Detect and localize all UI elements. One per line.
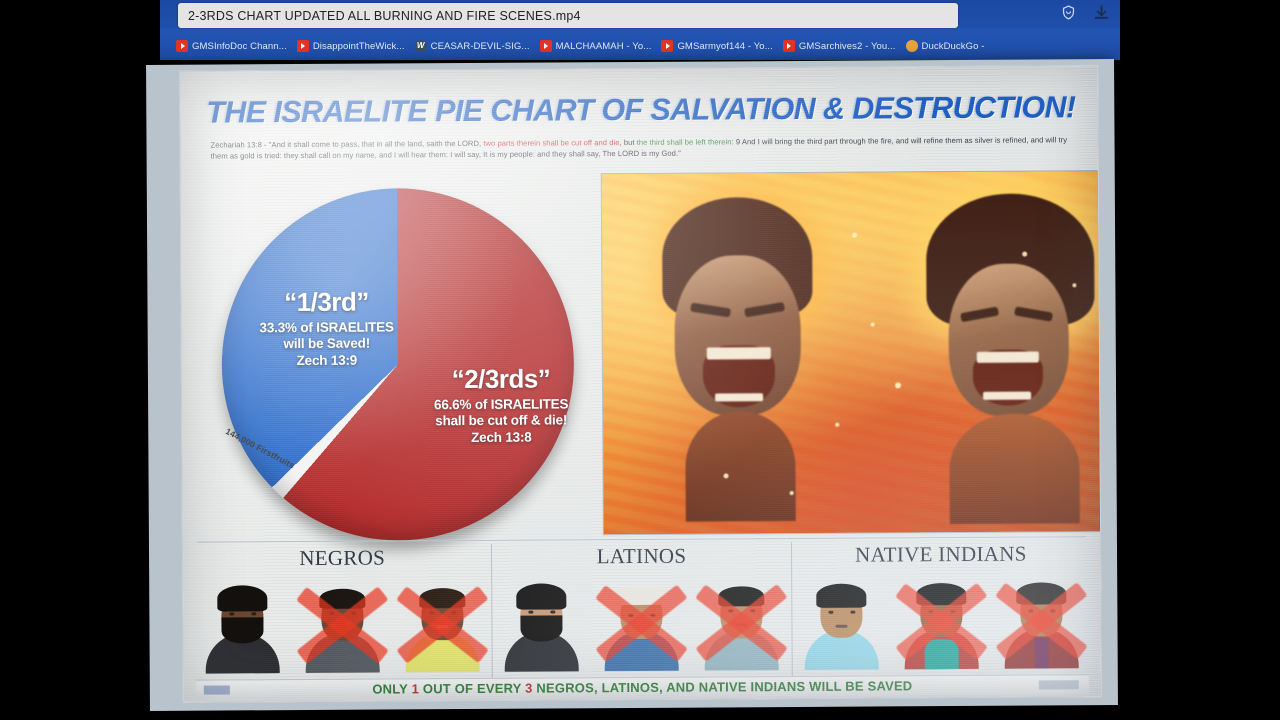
footer-seg-1: ONLY xyxy=(372,681,412,697)
scripture-part-1: Zechariah 13:8 - "And it shall come to p… xyxy=(210,138,484,150)
bookmark-label: GMSInfoDoc Chann... xyxy=(192,40,287,52)
fire-photo xyxy=(600,169,1102,536)
footer-text: ONLY 1 OUT OF EVERY 3 NEGROS, LATINOS, A… xyxy=(372,678,912,696)
figure-right xyxy=(902,193,1102,525)
group-title: NEGROS xyxy=(299,545,386,571)
avatar-cut-off xyxy=(695,574,789,671)
scripture-green-1: the third shall be left therein xyxy=(636,137,732,147)
footer-seg-2: OUT OF EVERY xyxy=(418,680,526,697)
pie-chart: “1/3rd” 33.3% of ISRAELITES will be Save… xyxy=(203,177,600,542)
avatar-cut-off xyxy=(994,572,1088,669)
group-negros: NEGROS xyxy=(193,544,492,688)
address-bar[interactable]: 2-3RDS CHART UPDATED ALL BURNING AND FIR… xyxy=(178,3,958,28)
bookmark-item[interactable]: DisappointTheWick... xyxy=(296,40,405,52)
bookmark-label: MALCHAAMAH - Yo... xyxy=(555,40,652,52)
figure-left xyxy=(632,193,864,524)
slice-line1-destroyed: 66.6% of ISRAELITES xyxy=(433,396,569,413)
bookmark-label: CEASAR-DEVIL-SIG... xyxy=(430,40,530,52)
avatar-cut-off xyxy=(894,573,988,670)
bookmark-item[interactable]: W CEASAR-DEVIL-SIG... xyxy=(414,40,530,52)
footer-right-marker xyxy=(1038,680,1079,690)
shield-icon[interactable] xyxy=(1060,4,1077,21)
group-title: LATINOS xyxy=(596,543,687,569)
group-title: NATIVE INDIANS xyxy=(854,541,1027,567)
avatar-cut-off xyxy=(595,575,689,672)
avatar-cut-off xyxy=(296,577,389,674)
bookmark-label: GMSarchives2 - You... xyxy=(798,40,896,52)
bookmark-label: DisappointTheWick... xyxy=(312,40,405,52)
youtube-icon xyxy=(661,40,674,52)
pie-slice-label-destroyed: “2/3rds” 66.6% of ISRAELITES shall be cu… xyxy=(402,363,600,447)
groups-panel: NEGROS xyxy=(183,536,1101,702)
address-bar-text: 2-3RDS CHART UPDATED ALL BURNING AND FIR… xyxy=(188,8,581,23)
slice-line1-saved: 33.3% of ISRAELITES xyxy=(259,319,394,336)
avatar-saved xyxy=(199,577,286,674)
bookmark-item[interactable]: GMSarmyof144 - Yo... xyxy=(661,40,773,52)
bookmark-item[interactable]: GMSInfoDoc Chann... xyxy=(176,40,287,52)
toolbar-icons xyxy=(1060,4,1110,21)
poster-photo: THE ISRAELITE PIE CHART OF SALVATION & D… xyxy=(146,59,1118,711)
youtube-icon xyxy=(296,40,309,52)
avatar-cut-off xyxy=(396,576,489,673)
footer-number-2: 3 xyxy=(525,680,533,696)
scripture-red-1: two parts therein shall be cut off and d… xyxy=(483,138,620,148)
bookmarks-bar: GMSInfoDoc Chann... DisappointTheWick...… xyxy=(160,32,1120,60)
bookmark-item[interactable]: DuckDuckGo - xyxy=(905,40,985,52)
youtube-icon xyxy=(539,40,552,52)
poster-main-row: “1/3rd” 33.3% of ISRAELITES will be Save… xyxy=(181,166,1102,542)
slice-heading-destroyed: “2/3rds” xyxy=(451,363,551,395)
duckduckgo-icon xyxy=(905,40,918,52)
slice-line2-destroyed: shall be cut off & die! xyxy=(435,412,568,429)
youtube-icon xyxy=(782,40,795,52)
group-list: NEGROS xyxy=(193,540,1091,687)
bookmark-label: GMSarmyof144 - Yo... xyxy=(677,40,773,52)
group-avatars xyxy=(193,576,492,674)
footer-seg-3: NEGROS, LATINOS, AND NATIVE INDIANS WILL… xyxy=(532,678,913,696)
bookmark-label: DuckDuckGo - xyxy=(921,40,985,52)
poster-surface: THE ISRAELITE PIE CHART OF SALVATION & D… xyxy=(179,65,1102,703)
browser-chrome: 2-3RDS CHART UPDATED ALL BURNING AND FIR… xyxy=(160,0,1120,60)
page-title: THE ISRAELITE PIE CHART OF SALVATION & D… xyxy=(206,90,1076,130)
youtube-icon xyxy=(176,40,188,52)
slice-heading-saved: “1/3rd” xyxy=(284,286,369,318)
group-native-indians: NATIVE INDIANS xyxy=(790,540,1091,685)
avatar-saved xyxy=(798,573,885,670)
slice-line3-destroyed: Zech 13:8 xyxy=(471,429,532,445)
bookmark-item[interactable]: GMSarchives2 - You... xyxy=(782,40,896,52)
group-avatars xyxy=(792,572,1091,670)
slice-line2-saved: will be Saved! xyxy=(283,336,371,352)
bookmark-item[interactable]: MALCHAAMAH - Yo... xyxy=(539,40,652,52)
download-icon[interactable] xyxy=(1093,4,1110,21)
browser-toolbar: 2-3RDS CHART UPDATED ALL BURNING AND FIR… xyxy=(160,0,1120,32)
pie-slice-label-saved: “1/3rd” 33.3% of ISRAELITES will be Save… xyxy=(231,286,421,370)
scripture-text: Zechariah 13:8 - "And it shall come to p… xyxy=(210,134,1081,161)
footer-banner: ONLY 1 OUT OF EVERY 3 NEGROS, LATINOS, A… xyxy=(195,674,1089,700)
footer-left-marker xyxy=(203,685,230,695)
group-latinos: LATINOS xyxy=(491,542,792,686)
scripture-part-2: , but xyxy=(619,137,637,148)
group-avatars xyxy=(492,574,791,672)
avatar-saved xyxy=(499,575,586,672)
slice-line3-saved: Zech 13:9 xyxy=(296,352,358,368)
wordpress-icon: W xyxy=(414,40,427,52)
